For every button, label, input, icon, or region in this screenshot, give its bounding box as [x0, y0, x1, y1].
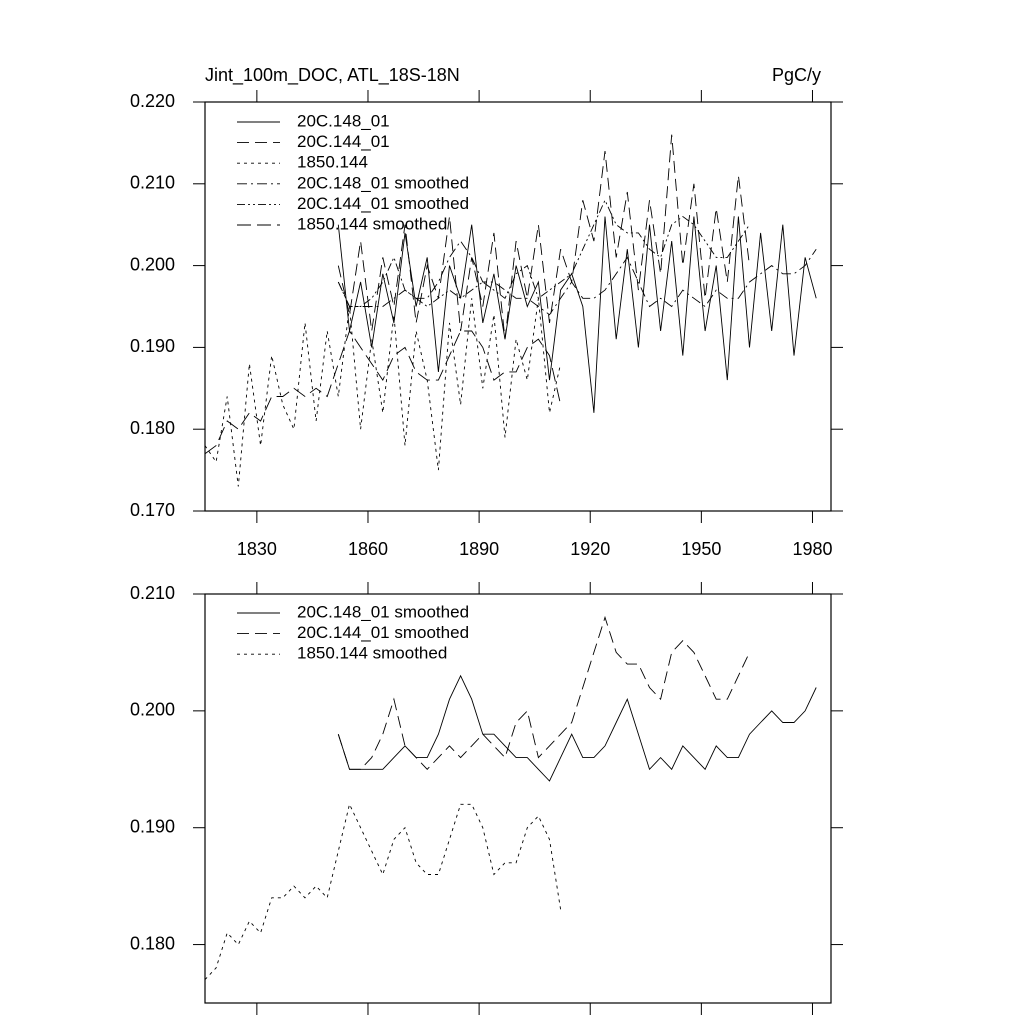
- series-line: [204, 329, 562, 455]
- y-tick-label: 0.220: [130, 91, 175, 111]
- legend-label: 1850.144 smoothed: [297, 644, 447, 663]
- y-tick-label: 0.200: [130, 700, 175, 720]
- legend-label: 20C.144_01 smoothed: [297, 194, 469, 213]
- y-tick-label: 0.190: [130, 336, 175, 356]
- units-label: PgC/y: [772, 65, 821, 85]
- y-tick-label: 0.210: [130, 583, 175, 603]
- series-line: [337, 674, 817, 782]
- series-line: [337, 216, 817, 413]
- series-line: [337, 615, 750, 770]
- legend-label: 20C.144_01: [297, 132, 390, 151]
- x-tick-label: 1920: [570, 539, 610, 559]
- series-line: [337, 240, 817, 316]
- plot-frame: [204, 593, 832, 1004]
- y-tick-label: 0.190: [130, 816, 175, 836]
- legend-label: 1850.144 smoothed: [297, 214, 447, 233]
- legend-label: 20C.148_01 smoothed: [297, 173, 469, 192]
- y-tick-label: 0.180: [130, 933, 175, 953]
- chart-title: Jint_100m_DOC, ATL_18S-18N: [205, 65, 460, 86]
- y-tick-label: 0.200: [130, 254, 175, 274]
- x-tick-label: 1950: [681, 539, 721, 559]
- x-tick-label: 1860: [348, 539, 388, 559]
- plot-frame: [204, 101, 832, 512]
- y-tick-label: 0.170: [130, 500, 175, 520]
- x-tick-label: 1830: [237, 539, 277, 559]
- series-line: [337, 134, 750, 340]
- legend-label: 20C.148_01 smoothed: [297, 602, 469, 621]
- x-tick-label: 1980: [792, 539, 832, 559]
- y-tick-label: 0.180: [130, 418, 175, 438]
- legend-label: 20C.144_01 smoothed: [297, 623, 469, 642]
- series-line: [337, 199, 750, 308]
- y-tick-label: 0.210: [130, 173, 175, 193]
- legend-label: 1850.144: [297, 153, 368, 172]
- series-line: [204, 802, 562, 980]
- x-tick-label: 1890: [459, 539, 499, 559]
- legend-label: 20C.148_01: [297, 111, 390, 130]
